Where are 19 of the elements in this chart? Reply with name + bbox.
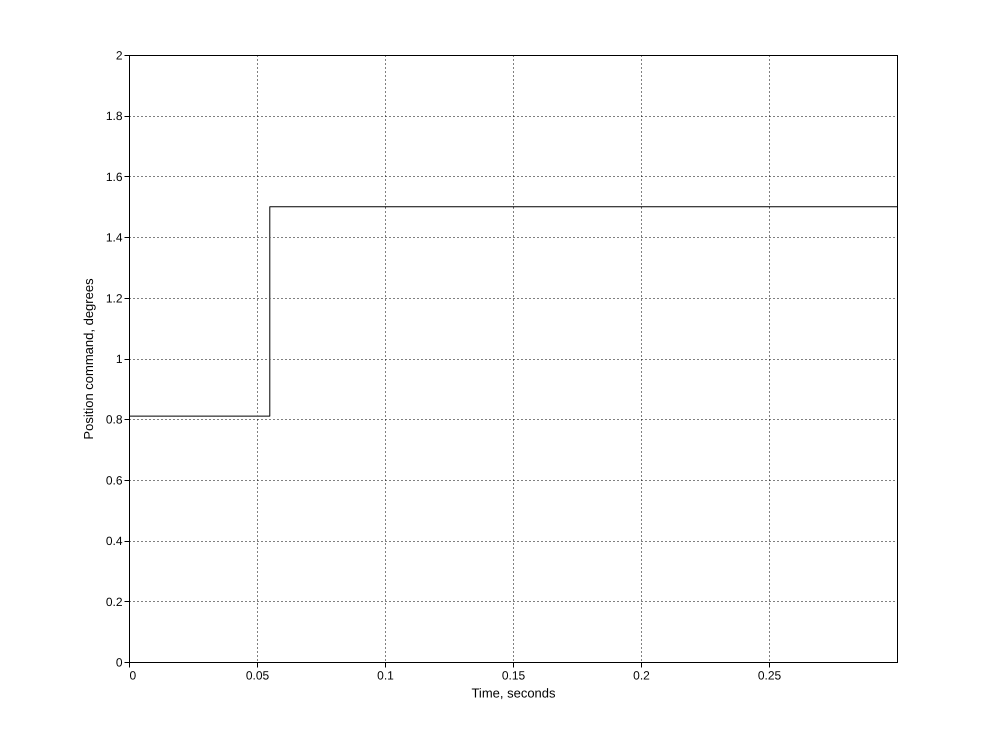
y-tick-label: 0: [116, 656, 123, 670]
x-tick-label: 0.05: [246, 668, 270, 682]
x-tick-label: 0.1: [377, 668, 394, 682]
y-tick-label: 1.6: [106, 170, 123, 184]
y-tick-label: 1.8: [106, 109, 123, 124]
x-tick-label: 0.25: [758, 668, 782, 682]
y-tick-label: 0.6: [106, 473, 123, 488]
x-axis-title: Time, seconds: [471, 686, 556, 700]
y-tick-label: 0.4: [106, 534, 123, 548]
x-tick-label: 0.15: [502, 668, 526, 682]
y-tick-label: 0.2: [106, 594, 123, 609]
y-tick-label: 2: [116, 48, 123, 62]
x-tick-label: 0: [130, 668, 136, 682]
y-tick-label: 1.2: [106, 291, 123, 306]
y-tick-label: 0.8: [106, 412, 123, 427]
y-tick-label: 1.4: [106, 230, 123, 245]
y-tick-label: 1: [116, 352, 123, 366]
x-tick-label: 0.2: [633, 668, 650, 682]
y-axis-title: Position command, degrees: [80, 278, 96, 440]
